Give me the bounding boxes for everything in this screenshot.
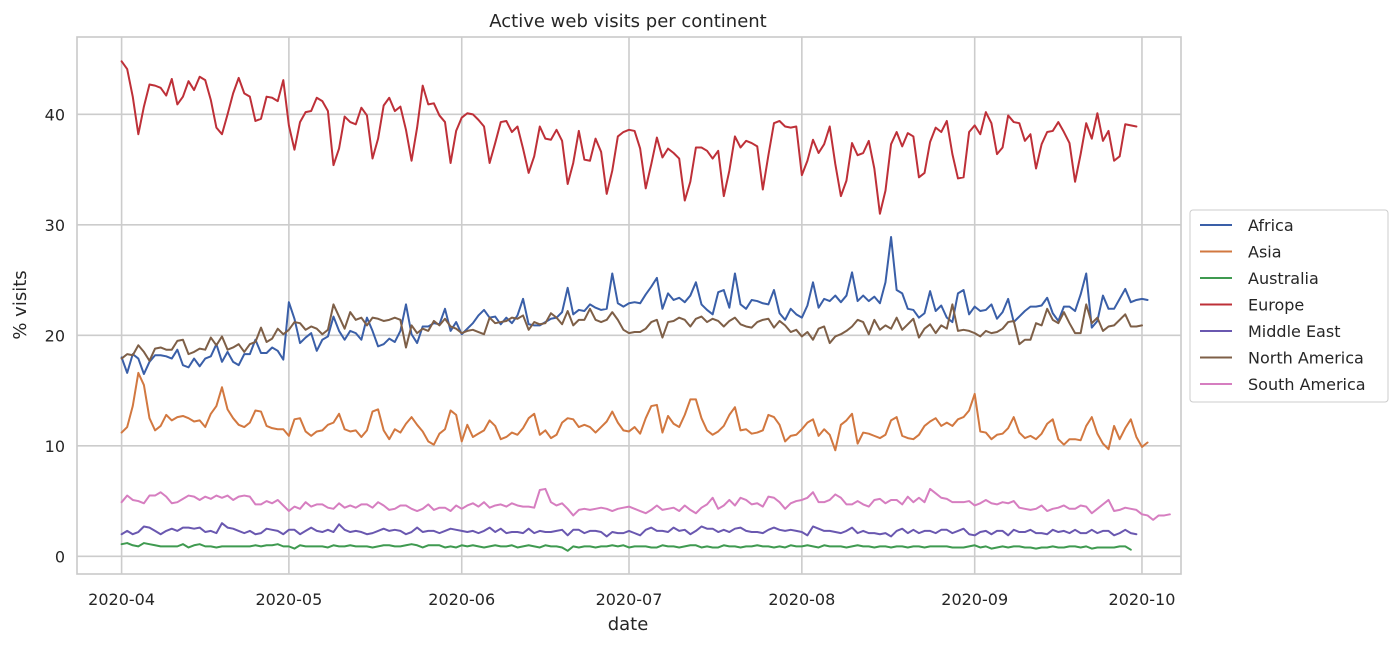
series-line-asia [120, 371, 1149, 452]
legend-label-europe: Europe [1248, 296, 1304, 315]
y-axis-ticks: 0 10 20 30 40 [45, 105, 65, 566]
x-tick-label: 2020-06 [428, 590, 495, 609]
x-tick-label: 2020-08 [768, 590, 835, 609]
legend-label-asia: Asia [1248, 243, 1282, 262]
series-line-africa [120, 235, 1149, 376]
series-line-south-america [120, 487, 1171, 521]
series-line-middle-east [120, 522, 1138, 538]
series-lines [120, 60, 1171, 552]
x-tick-label: 2020-09 [941, 590, 1008, 609]
legend-box [1189, 209, 1389, 403]
y-tick-label: 30 [45, 216, 65, 235]
legend: Africa Asia Australia Europe Middle East Nort… [1189, 209, 1389, 403]
x-tick-label: 2020-05 [255, 590, 322, 609]
y-tick-label: 0 [55, 547, 65, 566]
legend-label-north-america: North America [1248, 349, 1364, 368]
x-tick-label: 2020-07 [596, 590, 663, 609]
gridlines [77, 37, 1181, 574]
x-tick-label: 2020-10 [1109, 590, 1176, 609]
series-line-australia [120, 542, 1132, 552]
x-axis-label: date [608, 614, 649, 635]
y-tick-label: 10 [45, 437, 65, 456]
chart-title: Active web visits per continent [489, 11, 766, 32]
x-tick-label: 2020-04 [88, 590, 155, 609]
y-axis-label: % visits [10, 270, 31, 339]
y-tick-label: 20 [45, 326, 65, 345]
series-line-north-america [120, 303, 1143, 362]
legend-label-africa: Africa [1248, 216, 1294, 235]
y-tick-label: 40 [45, 105, 65, 124]
series-line-europe [120, 60, 1138, 215]
x-axis-ticks: 2020-04 2020-05 2020-06 2020-07 2020-08 2020-… [88, 590, 1175, 609]
legend-label-australia: Australia [1248, 269, 1319, 288]
legend-label-middle-east: Middle East [1248, 322, 1340, 341]
legend-label-south-america: South America [1248, 375, 1366, 394]
